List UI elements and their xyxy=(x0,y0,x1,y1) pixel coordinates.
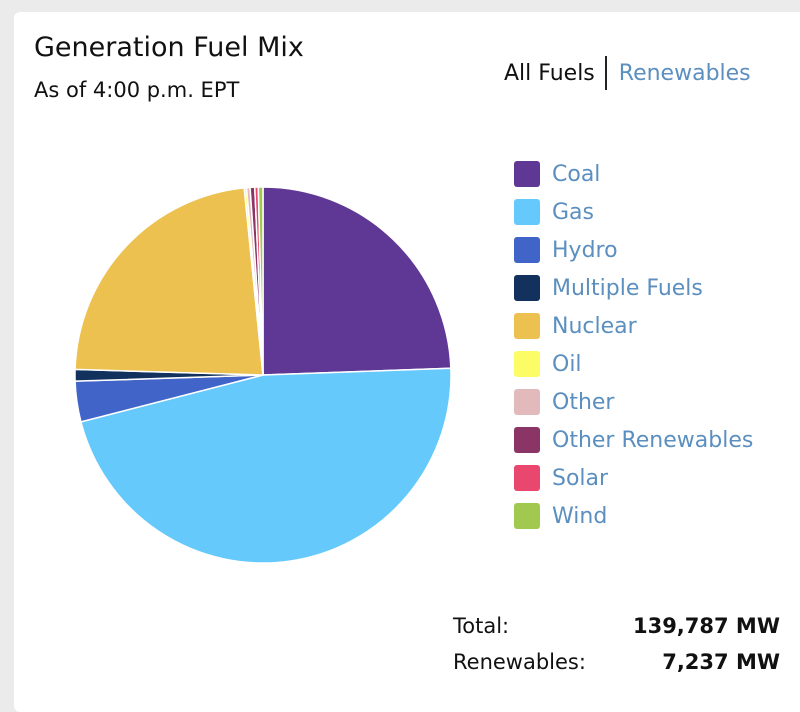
renewables-value: 7,237 MW xyxy=(662,650,780,674)
legend-item-wind[interactable]: Wind xyxy=(514,497,753,535)
pie-slice-coal[interactable] xyxy=(262,186,452,376)
pie-slice-nuclear[interactable] xyxy=(74,187,264,376)
tab-renewables[interactable]: Renewables xyxy=(618,60,751,86)
totals-panel: Total: 139,787 MW Renewables: 7,237 MW xyxy=(453,614,780,686)
legend-label: Coal xyxy=(552,161,601,187)
view-tabs: All Fuels Renewables xyxy=(504,56,751,90)
legend-label: Wind xyxy=(552,503,608,529)
legend-label: Other xyxy=(552,389,615,415)
chart-legend: Coal Gas Hydro Multiple Fuels Nuclear Oil Othe… xyxy=(514,155,753,535)
legend-item-multiple-fuels[interactable]: Multiple Fuels xyxy=(514,269,753,307)
legend-item-nuclear[interactable]: Nuclear xyxy=(514,307,753,345)
legend-label: Oil xyxy=(552,351,582,377)
legend-label: Hydro xyxy=(552,237,618,263)
legend-label: Solar xyxy=(552,465,609,491)
legend-item-oil[interactable]: Oil xyxy=(514,345,753,383)
legend-item-hydro[interactable]: Hydro xyxy=(514,231,753,269)
legend-swatch xyxy=(514,465,540,491)
pie-chart xyxy=(74,186,452,564)
legend-label: Multiple Fuels xyxy=(552,275,703,301)
pie-slice-gas[interactable] xyxy=(80,367,452,564)
renewables-label: Renewables: xyxy=(453,650,586,674)
tab-separator xyxy=(604,56,607,90)
legend-item-other[interactable]: Other xyxy=(514,383,753,421)
legend-label: Gas xyxy=(552,199,594,225)
legend-label: Other Renewables xyxy=(552,427,754,453)
legend-swatch xyxy=(514,275,540,301)
renewables-row: Renewables: 7,237 MW xyxy=(453,650,780,686)
legend-swatch xyxy=(514,161,540,187)
chart-subtitle: As of 4:00 p.m. EPT xyxy=(34,78,240,102)
tab-all-fuels[interactable]: All Fuels xyxy=(504,60,595,86)
legend-swatch xyxy=(514,389,540,415)
legend-label: Nuclear xyxy=(552,313,637,339)
pie-slice-wind[interactable] xyxy=(257,186,264,376)
total-value: 139,787 MW xyxy=(632,614,780,638)
legend-swatch xyxy=(514,199,540,225)
legend-swatch xyxy=(514,313,540,339)
total-row: Total: 139,787 MW xyxy=(453,614,780,650)
legend-swatch xyxy=(514,237,540,263)
legend-swatch xyxy=(514,503,540,529)
legend-item-other-renewables[interactable]: Other Renewables xyxy=(514,421,753,459)
fuel-mix-card: Generation Fuel Mix As of 4:00 p.m. EPT … xyxy=(14,12,800,712)
legend-item-coal[interactable]: Coal xyxy=(514,155,753,193)
legend-item-gas[interactable]: Gas xyxy=(514,193,753,231)
legend-swatch xyxy=(514,351,540,377)
legend-swatch xyxy=(514,427,540,453)
chart-title: Generation Fuel Mix xyxy=(34,32,304,63)
total-label: Total: xyxy=(453,614,510,638)
legend-item-solar[interactable]: Solar xyxy=(514,459,753,497)
